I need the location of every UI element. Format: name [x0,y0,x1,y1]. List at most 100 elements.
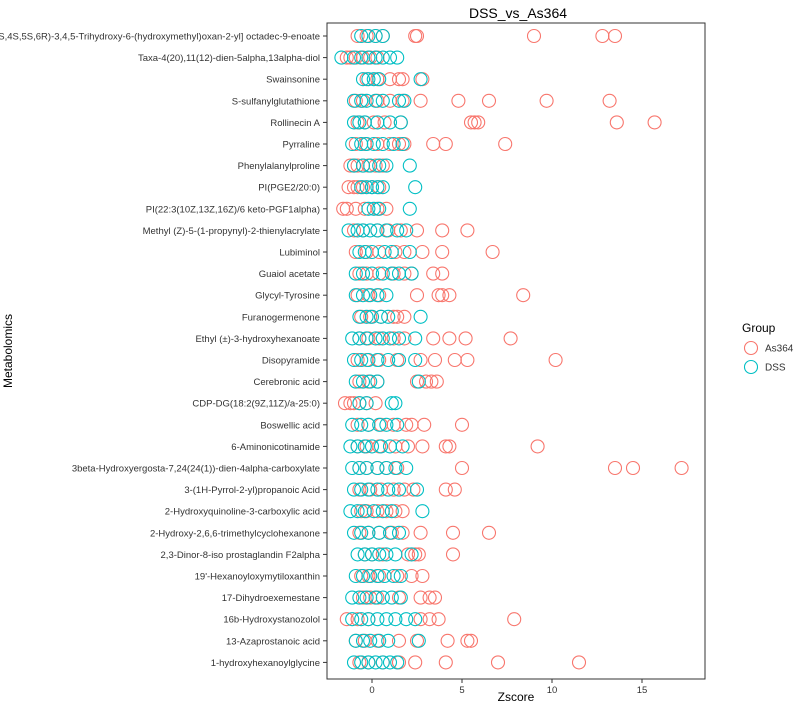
data-point [467,115,482,130]
data-point [354,417,369,432]
y-tick-label: Boswellic acid [260,420,320,431]
data-point [363,374,378,389]
data-point [370,223,385,238]
data-point [674,460,689,476]
legend-key [743,340,759,356]
data-point [388,460,403,476]
data-point [370,482,385,497]
data-point [447,482,462,497]
y-tick-label: 2-Hydroxyquinoline-3-carboxylic acid [165,507,320,518]
data-point [408,331,423,346]
data-point [388,547,403,562]
data-point [404,547,419,562]
data-point [379,460,394,476]
data-point [348,374,363,389]
data-point [368,93,383,108]
y-tick-label: PI(22:3(10Z,13Z,16Z)/6 keto-PGF1alpha) [146,204,320,215]
data-point [350,547,365,562]
data-point [345,460,360,476]
x-tick-label: 15 [637,685,648,696]
data-point [355,266,371,281]
data-point [364,439,380,454]
data-point [379,223,394,238]
y-tick-label: [(3S,4S,5S,6R)-3,4,5-Trihydroxy-6-(hydro… [0,32,320,43]
data-point [372,201,387,216]
data-point [354,50,369,65]
data-point [373,309,389,324]
data-point [372,633,387,648]
data-point [442,439,457,454]
data-point [413,525,428,540]
data-point [602,93,617,108]
data-point [354,180,369,195]
data-point [471,115,486,130]
data-point [381,482,396,497]
data-point [345,331,360,346]
data-point [384,244,399,260]
data-point [375,655,390,670]
y-tick-label: 16b-Hydroxystanozolol [223,615,320,626]
data-point [382,50,398,65]
data-point [607,460,623,476]
data-point [370,612,385,627]
data-point [390,223,405,238]
data-point [393,115,408,130]
data-point [445,525,461,540]
y-tick-label: 3beta-Hydroxyergosta-7,24(24(1))-dien-4a… [72,464,320,475]
data-point [350,439,365,454]
data-point [395,439,410,454]
data-point [339,201,354,216]
data-point [413,590,428,605]
data-point [339,612,354,627]
data-point [377,115,392,130]
data-point [460,633,475,648]
data-point [427,352,443,368]
data-point [372,158,387,173]
data-point [359,309,374,324]
data-point [390,309,405,324]
data-point [391,352,407,368]
data-point [355,633,371,648]
data-point [458,331,473,346]
x-tick-label: 10 [547,685,558,696]
data-point [354,28,369,44]
data-point [361,352,376,368]
data-point [415,439,430,454]
data-point [370,352,385,368]
data-point [409,482,425,497]
data-point [438,655,453,670]
data-point [440,633,455,648]
data-point [399,612,414,627]
series-dss [334,28,430,670]
data-point [352,396,367,411]
data-point [345,136,360,152]
data-point [361,525,376,540]
data-point [363,633,378,648]
data-point [375,266,390,281]
data-point [609,115,624,130]
data-point [354,352,369,368]
data-point [463,115,479,130]
data-point [343,439,358,454]
data-point [375,28,390,44]
data-point [388,244,403,260]
data-point [391,93,407,108]
data-point [343,396,358,411]
data-point [370,568,385,584]
y-tick-label: 6-Aminonicotinamide [231,442,320,453]
data-point [395,136,410,152]
data-point [352,374,367,389]
data-point [381,633,396,648]
data-point [388,396,403,411]
data-point [359,93,374,108]
data-points [334,28,689,670]
y-tick-label: S-sulfanylglutathione [232,96,320,107]
data-point [375,180,390,195]
data-point [390,417,405,432]
data-point [391,525,407,540]
data-point [399,417,414,432]
data-point [368,590,383,605]
data-point [435,266,450,281]
data-point [346,655,362,670]
data-point [426,331,441,346]
